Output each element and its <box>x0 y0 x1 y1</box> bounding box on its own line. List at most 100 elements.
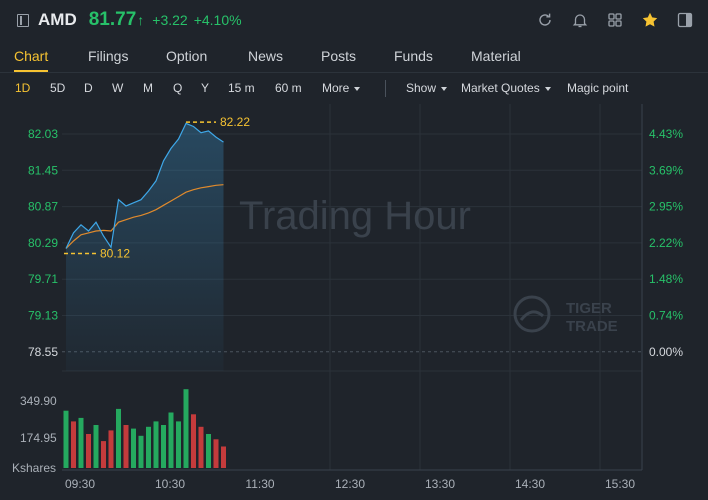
tab-news[interactable]: News <box>248 48 284 64</box>
chart-toolbar: 1D 5D D W M Q Y 15 m 60 m More Show Mark… <box>0 75 708 101</box>
star-icon[interactable] <box>641 11 659 29</box>
show-dropdown[interactable]: Show <box>406 81 448 95</box>
market-quotes-dropdown[interactable]: Market Quotes <box>461 81 551 95</box>
y-percent-tick-label: 2.22% <box>649 236 683 250</box>
market-quotes-label: Market Quotes <box>461 81 540 95</box>
quote-header: AMD 81.77 ↑ +3.22 +4.10% <box>0 0 708 40</box>
volume-bar <box>161 425 166 468</box>
header-actions <box>536 11 694 29</box>
volume-bar <box>221 446 226 468</box>
low-marker: 80.12 <box>64 247 130 261</box>
price-change: +3.22 <box>152 12 188 28</box>
tiger-logo-stripe <box>519 310 545 321</box>
y-percent-tick-label: 3.69% <box>649 163 683 177</box>
y-percent-tick-label: 0.00% <box>649 345 683 359</box>
grid-icon[interactable] <box>606 11 624 29</box>
volume-bar <box>63 410 69 468</box>
volume-bar <box>78 417 84 468</box>
volume-bar <box>213 439 219 468</box>
y-percent-tick-label: 0.74% <box>649 309 683 323</box>
active-tab-indicator <box>14 70 48 72</box>
average-price-line <box>65 184 224 249</box>
y-tick-label: 82.03 <box>28 127 58 141</box>
tiger-trade-logo: TIGER TRADE <box>513 295 618 335</box>
volume-bar <box>93 425 99 468</box>
tab-funds[interactable]: Funds <box>394 48 433 64</box>
period-w[interactable]: W <box>112 81 124 95</box>
volume-tick-high: 349.90 <box>20 394 57 408</box>
brand-line2: TRADE <box>566 318 618 335</box>
y-tick-label: 78.55 <box>28 345 58 359</box>
volume-unit-label: Kshares <box>12 461 56 475</box>
panel-icon[interactable] <box>676 11 694 29</box>
chevron-down-icon <box>354 86 361 91</box>
chevron-down-icon <box>544 86 551 91</box>
more-label: More <box>322 81 350 95</box>
y-axis-percent-labels: 4.43% 3.69% 2.95% 2.22% 1.48% 0.74% 0.00% <box>649 127 683 359</box>
up-arrow-icon: ↑ <box>137 12 145 28</box>
y-tick-label: 79.71 <box>28 272 58 286</box>
volume-bar <box>116 408 121 468</box>
y-axis-price-labels: 82.03 81.45 80.87 80.29 79.71 79.13 78.55 <box>28 127 58 359</box>
tiger-logo-icon <box>513 295 551 333</box>
x-tick-label: 10:30 <box>155 477 185 491</box>
high-label: 82.22 <box>220 115 250 129</box>
y-tick-label: 80.29 <box>28 236 58 250</box>
sidebar-toggle-icon[interactable] <box>17 13 29 27</box>
tab-filings[interactable]: Filings <box>88 48 129 64</box>
x-tick-label: 09:30 <box>65 477 95 491</box>
period-15m[interactable]: 15 m <box>228 81 255 95</box>
tab-chart[interactable]: Chart <box>14 48 49 64</box>
y-tick-label: 81.45 <box>28 163 58 177</box>
volume-tick-mid: 174.95 <box>20 431 57 445</box>
volume-bar <box>138 435 144 468</box>
volume-bar <box>206 434 211 468</box>
volume-bar <box>198 426 204 468</box>
tab-option[interactable]: Option <box>166 48 208 64</box>
x-axis-time-labels: 09:30 10:30 11:30 12:30 13:30 14:30 15:30 <box>65 477 635 491</box>
tab-material[interactable]: Material <box>471 48 521 64</box>
volume-bar <box>101 441 106 468</box>
last-price: 81.77 <box>88 9 137 30</box>
magic-point-button[interactable]: Magic point <box>567 81 629 95</box>
toolbar-divider <box>385 80 386 97</box>
refresh-icon[interactable] <box>536 11 554 29</box>
volume-bar <box>146 426 151 468</box>
volume-bar <box>183 389 189 468</box>
period-5d[interactable]: 5D <box>50 81 66 95</box>
show-label: Show <box>406 81 437 95</box>
price-area <box>66 123 224 372</box>
chart-watermark: Trading Hour <box>239 194 471 238</box>
y-tick-label: 79.13 <box>28 309 58 323</box>
period-60m[interactable]: 60 m <box>275 81 302 95</box>
x-tick-label: 13:30 <box>425 477 455 491</box>
x-tick-label: 15:30 <box>605 477 635 491</box>
volume-bars <box>63 389 226 468</box>
volume-bar <box>131 428 136 468</box>
period-d[interactable]: D <box>84 81 93 95</box>
period-1d[interactable]: 1D <box>15 81 31 95</box>
tab-posts[interactable]: Posts <box>321 48 357 64</box>
volume-bar <box>153 421 159 468</box>
volume-bar <box>71 421 76 468</box>
period-q[interactable]: Q <box>173 81 183 95</box>
intraday-chart[interactable]: Trading Hour TIGER TRADE 82.03 81.45 80.87… <box>0 104 708 500</box>
price-line <box>65 122 224 249</box>
y-percent-tick-label: 1.48% <box>649 272 683 286</box>
x-tick-label: 14:30 <box>515 477 545 491</box>
low-label: 80.12 <box>100 247 130 261</box>
volume-bar <box>123 425 129 468</box>
period-y[interactable]: Y <box>201 81 210 95</box>
volume-bar <box>168 412 174 468</box>
volume-bar <box>191 414 196 468</box>
high-marker: 82.22 <box>186 115 250 129</box>
volume-bar <box>86 434 91 468</box>
y-percent-tick-label: 2.95% <box>649 200 683 214</box>
brand-line1: TIGER <box>566 300 612 317</box>
more-dropdown[interactable]: More <box>322 81 361 95</box>
bell-icon[interactable] <box>571 11 589 29</box>
x-tick-label: 11:30 <box>245 477 274 491</box>
period-m[interactable]: M <box>143 81 153 95</box>
volume-bar <box>108 430 114 468</box>
price-change-percent: +4.10% <box>193 12 242 28</box>
